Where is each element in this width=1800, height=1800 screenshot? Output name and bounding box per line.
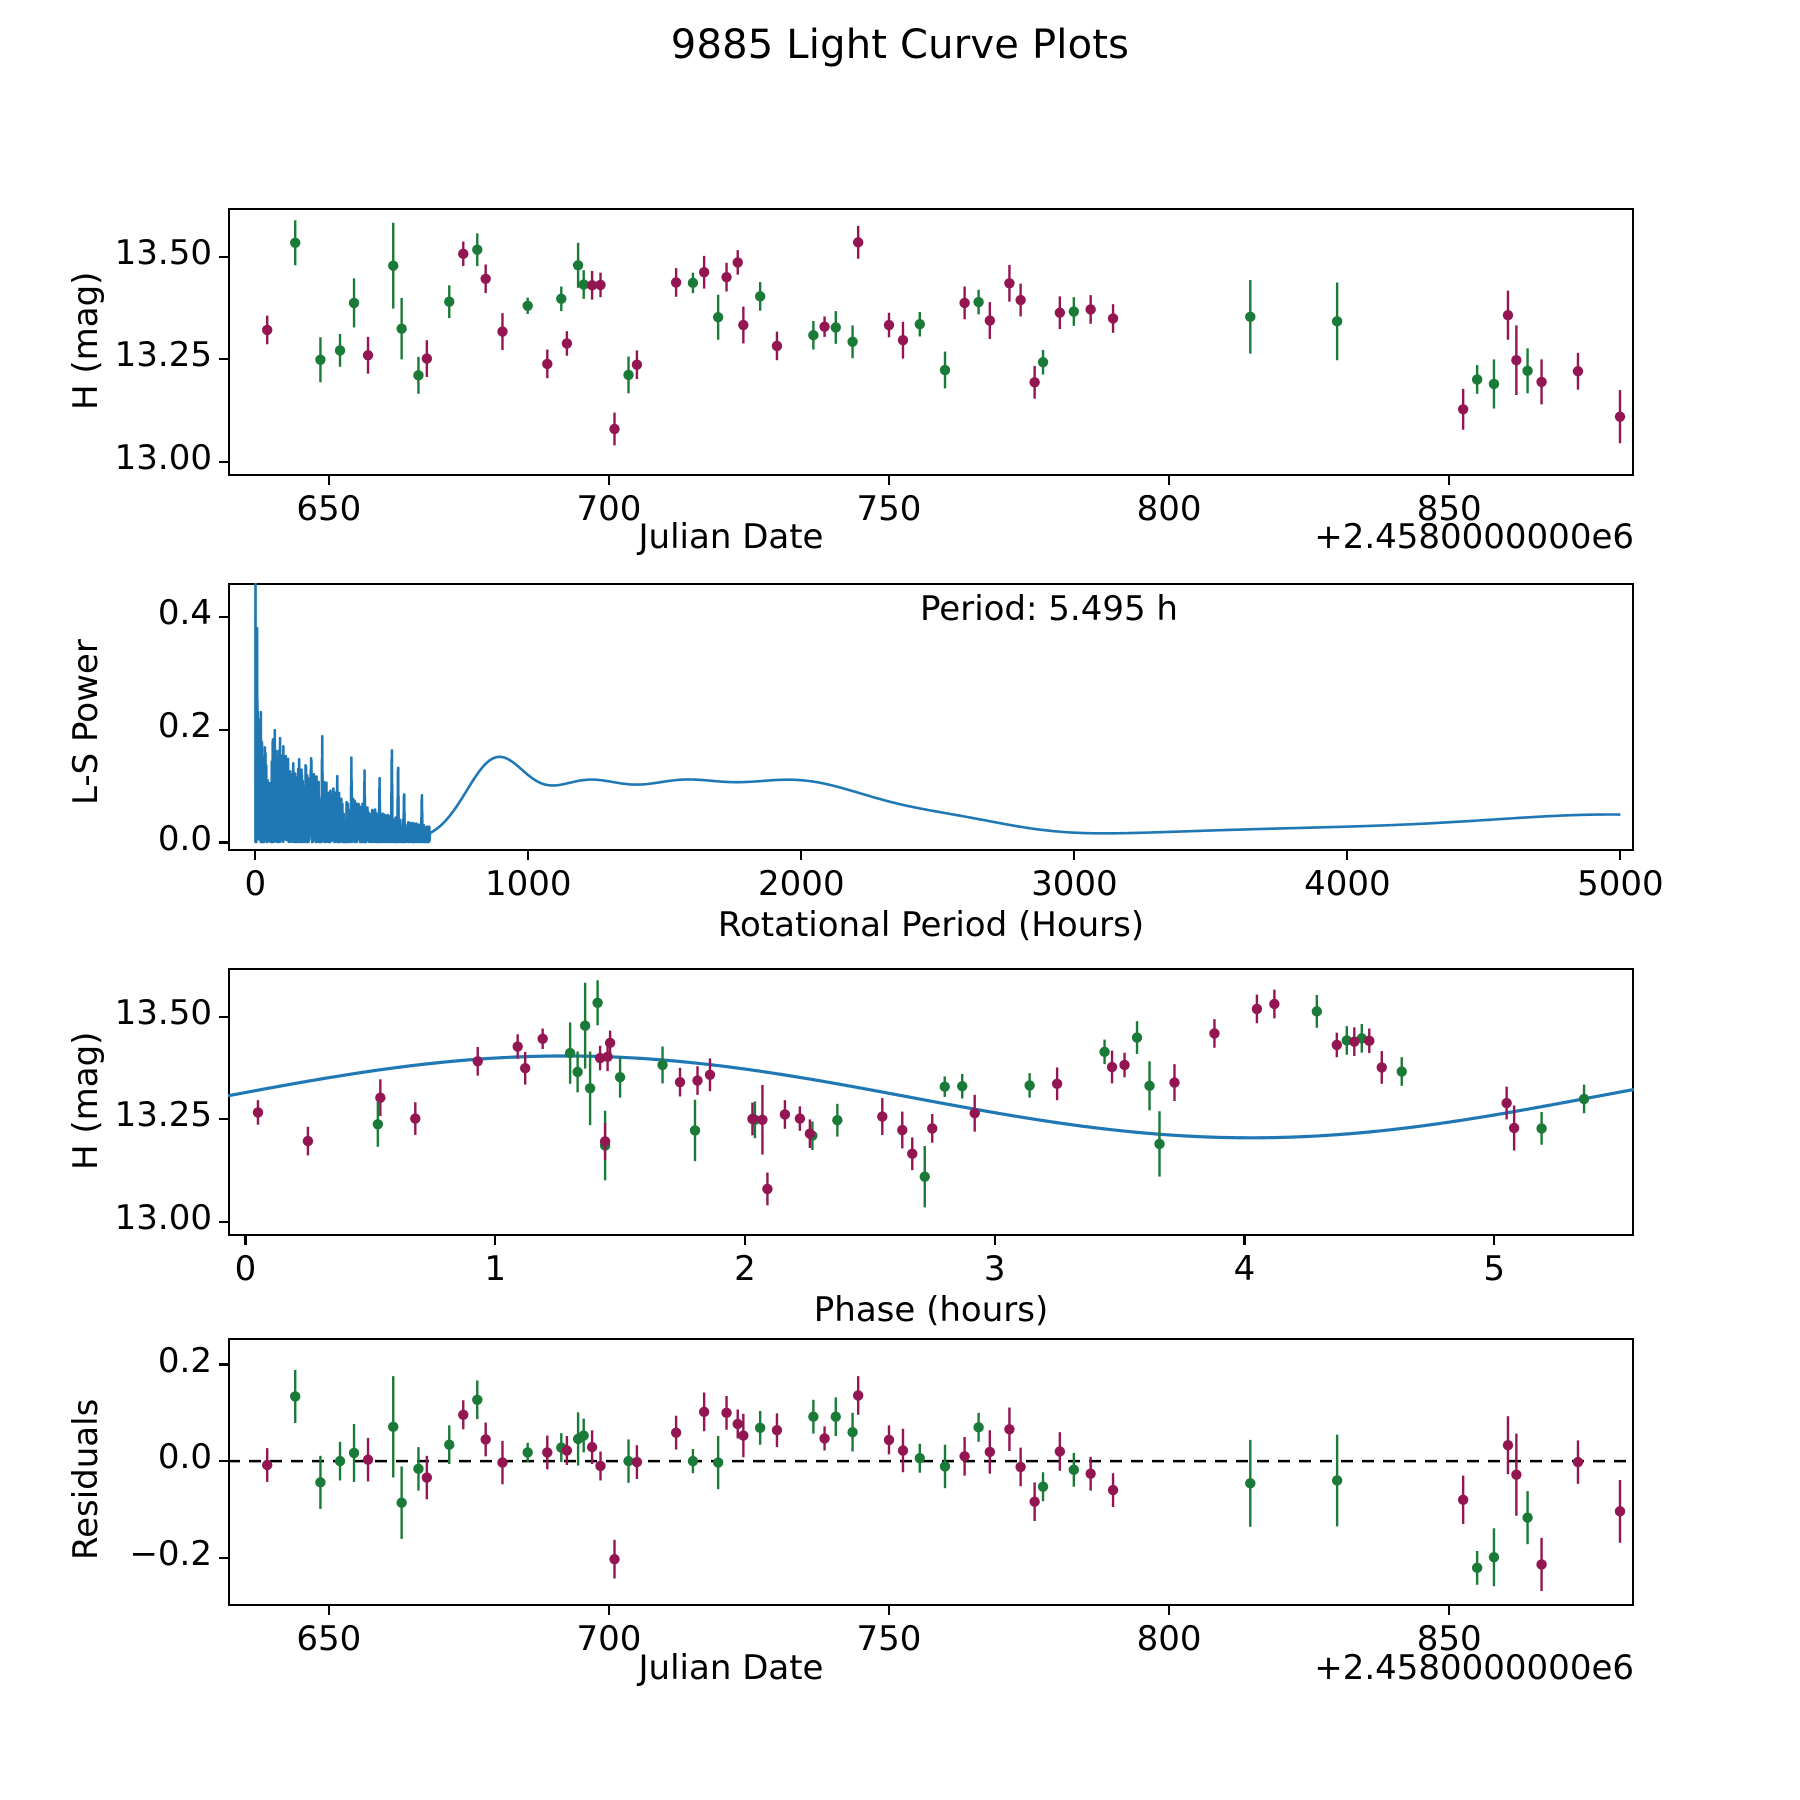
- y-tick-label: 13.25: [114, 335, 212, 376]
- x-tickmark: [1448, 1606, 1451, 1615]
- x-tick-label: 5: [1483, 1249, 1505, 1289]
- x-tick-label: 800: [1136, 489, 1202, 529]
- y-tickmark: [219, 841, 228, 844]
- x-tick-label: 650: [296, 1619, 362, 1659]
- y-tickmark: [219, 1460, 228, 1463]
- x-tickmark: [244, 1236, 247, 1245]
- x-tick-label: 800: [1136, 1619, 1202, 1659]
- x-tick-label: 4: [1233, 1249, 1256, 1289]
- x-tickmark: [527, 851, 530, 860]
- panel-phased-light-curve: [228, 968, 1634, 1236]
- y-tick-label: 0.4: [157, 592, 212, 633]
- x-tickmark: [607, 476, 610, 485]
- x-tickmark: [327, 1606, 330, 1615]
- axes-frame-periodogram: [228, 583, 1634, 851]
- axes-frame-residuals: [228, 1338, 1634, 1606]
- plot-area-phased: [228, 968, 1634, 1236]
- panel-periodogram: [228, 583, 1634, 851]
- x-tickmark: [887, 1606, 891, 1615]
- panel-light-curve: [228, 208, 1634, 476]
- y-tickmark: [219, 615, 228, 618]
- figure-title: 9885 Light Curve Plots: [670, 22, 1130, 68]
- x-tick-label: 700: [576, 489, 642, 529]
- y-tickmark: [219, 728, 228, 731]
- x-tickmark: [1243, 1236, 1246, 1245]
- x-tickmark: [254, 851, 257, 860]
- x-tick-label: 750: [856, 489, 922, 529]
- y-tick-label: 0.0: [157, 818, 212, 859]
- x-tickmark: [327, 476, 330, 485]
- x-axis-label-light-curve: Julian Date: [638, 517, 824, 557]
- x-tick-label: 2: [734, 1249, 756, 1289]
- y-tick-label: 13.50: [114, 233, 212, 274]
- x-tickmark: [800, 851, 803, 860]
- y-tick-label: 0.0: [157, 1437, 212, 1478]
- x-tick-label: 3000: [1031, 864, 1118, 904]
- y-tickmark: [219, 1118, 228, 1121]
- x-tick-label: 0: [244, 864, 267, 904]
- x-tick-label: 850: [1416, 489, 1482, 529]
- x-tick-label: 5000: [1577, 864, 1664, 904]
- x-axis-offset-light-curve: +2.4580000000e6: [1314, 517, 1634, 557]
- x-tick-label: 3: [983, 1249, 1006, 1289]
- y-tickmark: [219, 255, 228, 259]
- y-tickmark: [219, 460, 228, 463]
- y-tick-label: 0.2: [157, 705, 212, 746]
- x-tickmark: [1619, 851, 1622, 860]
- x-tick-label: 0: [234, 1249, 257, 1289]
- y-tick-label: 13.00: [114, 1197, 212, 1238]
- x-tick-label: 700: [576, 1619, 642, 1659]
- x-tick-label: 2000: [758, 864, 845, 904]
- x-tick-label: 1: [484, 1249, 507, 1289]
- x-axis-label-periodogram: Rotational Period (Hours): [717, 905, 1145, 945]
- y-tickmark: [219, 1556, 228, 1559]
- x-tickmark: [887, 476, 891, 485]
- x-tick-label: 650: [296, 489, 362, 529]
- x-tick-label: 750: [856, 1619, 922, 1659]
- x-tick-label: 850: [1416, 1619, 1482, 1659]
- x-tickmark: [1167, 476, 1171, 485]
- x-axis-label-phased: Phase (hours): [813, 1290, 1049, 1330]
- y-tick-label: 13.50: [114, 993, 212, 1034]
- plot-area-light-curve: [228, 208, 1634, 476]
- x-tickmark: [494, 1236, 497, 1245]
- x-tickmark: [1346, 851, 1349, 860]
- plot-area-residuals: [228, 1338, 1634, 1606]
- x-tick-label: 4000: [1304, 864, 1391, 904]
- x-tickmark: [1073, 851, 1076, 860]
- y-tick-label: 13.00: [114, 437, 212, 478]
- x-tickmark: [1167, 1606, 1171, 1615]
- y-tickmark: [219, 358, 228, 361]
- x-tickmark: [743, 1236, 747, 1245]
- x-axis-label-residuals: Julian Date: [638, 1648, 824, 1688]
- y-tickmark: [219, 1363, 228, 1366]
- panel-residuals: [228, 1338, 1634, 1606]
- x-tickmark: [607, 1606, 610, 1615]
- x-axis-offset-residuals: +2.4580000000e6: [1314, 1648, 1634, 1688]
- y-tickmark: [219, 1015, 228, 1019]
- y-tick-label: 0.2: [157, 1340, 212, 1381]
- period-annotation: Period: 5.495 h: [920, 589, 1178, 629]
- x-tick-label: 1000: [485, 864, 572, 904]
- plot-area-periodogram: [228, 583, 1634, 851]
- x-tickmark: [993, 1236, 996, 1245]
- x-tickmark: [1493, 1236, 1496, 1245]
- y-tick-label: 13.25: [114, 1095, 212, 1136]
- x-tickmark: [1448, 476, 1451, 485]
- y-tickmark: [219, 1220, 228, 1223]
- y-tick-label: −0.2: [129, 1533, 212, 1574]
